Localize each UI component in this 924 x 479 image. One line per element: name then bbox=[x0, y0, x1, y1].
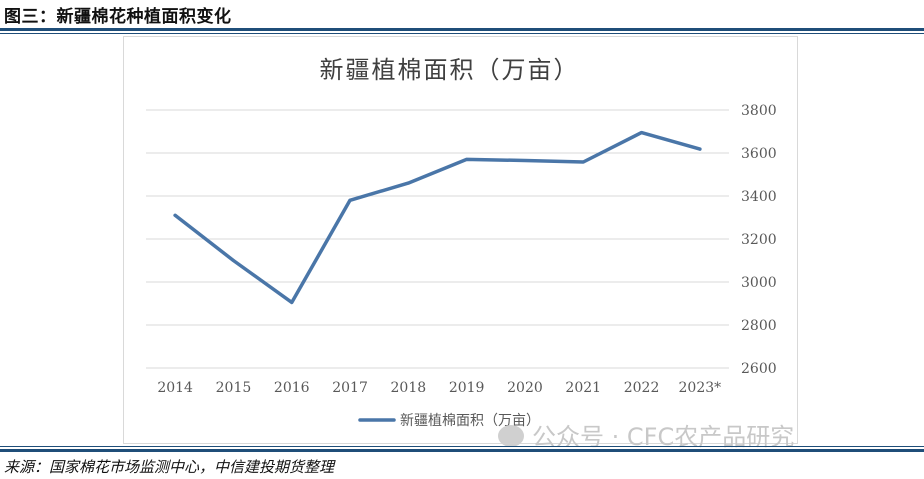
x-tick-label: 2021 bbox=[565, 380, 601, 396]
wechat-icon bbox=[498, 425, 524, 447]
source-note: 来源：国家棉花市场监测中心，中信建投期货整理 bbox=[4, 458, 335, 476]
y-tick-label: 3600 bbox=[741, 146, 777, 162]
data-point bbox=[173, 213, 177, 217]
data-point bbox=[640, 131, 644, 135]
line-chart: 新疆植棉面积（万亩） 2600 2800 3000 3200 3400 3600 3800 20… bbox=[146, 56, 777, 429]
x-tick-label: 2017 bbox=[332, 380, 368, 396]
chart-area: 新疆植棉面积（万亩） 2600 2800 3000 3200 3400 3600 3800 20… bbox=[123, 36, 798, 444]
data-point bbox=[290, 300, 294, 304]
bottom-rule bbox=[0, 449, 924, 452]
series-line bbox=[173, 130, 702, 305]
top-rule bbox=[0, 28, 924, 31]
y-tick-label: 3000 bbox=[741, 275, 777, 291]
top-rule-thin bbox=[0, 33, 924, 34]
x-tick-label: 2014 bbox=[157, 380, 193, 396]
y-tick-label: 2600 bbox=[741, 361, 777, 377]
y-tick-label: 2800 bbox=[741, 318, 777, 334]
data-point bbox=[581, 160, 585, 164]
x-tick-label: 2022 bbox=[624, 380, 660, 396]
x-tick-label: 2023* bbox=[679, 380, 722, 396]
data-point bbox=[523, 159, 527, 163]
data-point bbox=[698, 147, 702, 151]
data-point bbox=[348, 198, 352, 202]
x-tick-label: 2016 bbox=[274, 380, 310, 396]
x-tick-label: 2015 bbox=[216, 380, 252, 396]
x-tick-label: 2018 bbox=[391, 380, 427, 396]
data-point bbox=[231, 259, 235, 262]
x-tick-label: 2020 bbox=[507, 380, 543, 396]
chart-title: 新疆植棉面积（万亩） bbox=[320, 56, 580, 84]
bottom-rule-thin bbox=[0, 446, 924, 447]
y-tick-label: 3200 bbox=[741, 232, 777, 248]
data-point bbox=[465, 157, 469, 161]
data-point bbox=[406, 181, 410, 185]
figure-heading: 图三：新疆棉花种植面积变化 bbox=[4, 7, 232, 27]
legend-label: 新疆植棉面积（万亩） bbox=[400, 412, 540, 429]
x-tick-label: 2019 bbox=[449, 380, 485, 396]
y-tick-label: 3400 bbox=[741, 189, 777, 205]
y-tick-label: 3800 bbox=[741, 103, 777, 119]
